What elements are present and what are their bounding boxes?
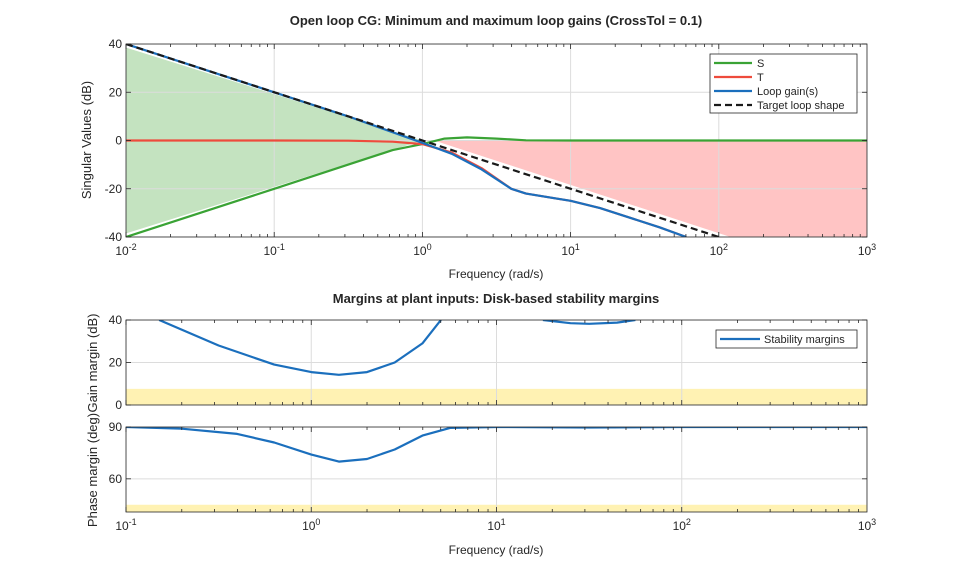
plot-area [126,44,867,237]
y-tick-label: 0 [115,398,122,412]
legend-label: Loop gain(s) [757,86,818,98]
x-tick-label: 101 [487,517,505,533]
legend-label: Stability margins [764,334,845,346]
series-line-stability-margins [542,320,636,325]
y-axis-label: Singular Values (dB) [79,81,94,199]
legend-label: Target loop shape [757,100,844,112]
x-tick-label: 10-1 [264,242,285,258]
y-tick-label: -20 [105,182,123,196]
x-axis-label: Frequency (rad/s) [449,543,544,557]
y-tick-label: 40 [109,313,123,327]
series-line-stability-margins [158,320,442,376]
y-axis-label: Phase margin (deg) [85,413,100,527]
y-axis-label: Gain margin (dB) [85,314,100,413]
y-tick-label: -40 [105,230,123,244]
y-tick-label: 20 [109,356,123,370]
legend-label: S [757,58,764,70]
legend: ST Loop gain(s) Target loop shape [709,53,858,114]
chart-title: Open loop CG: Minimum and maximum loop g… [290,13,703,28]
series-line-target-loop-shape [126,44,720,237]
y-tick-label: 20 [109,85,123,99]
chart-title: Margins at plant inputs: Disk-based stab… [333,291,660,306]
x-tick-label: 103 [858,242,876,258]
x-tick-label: 102 [710,242,728,258]
legend-label: T [757,72,764,84]
y-tick-label: 60 [109,472,123,486]
series-line-stability-margins [126,427,867,463]
x-tick-label: 103 [858,517,876,533]
x-axis-label: Frequency (rad/s) [449,267,544,281]
legend: Stability margins [715,329,858,349]
y-tick-label: 90 [109,420,123,434]
x-tick-label: 102 [673,517,691,533]
x-tick-label: 101 [561,242,579,258]
series-line-s [126,136,867,237]
x-tick-label: 10-1 [115,517,136,533]
y-tick-label: 40 [109,37,123,51]
x-tick-label: 100 [413,242,431,258]
y-tick-label: 0 [115,134,122,148]
x-tick-label: 10-2 [115,242,136,258]
x-tick-label: 100 [302,517,320,533]
